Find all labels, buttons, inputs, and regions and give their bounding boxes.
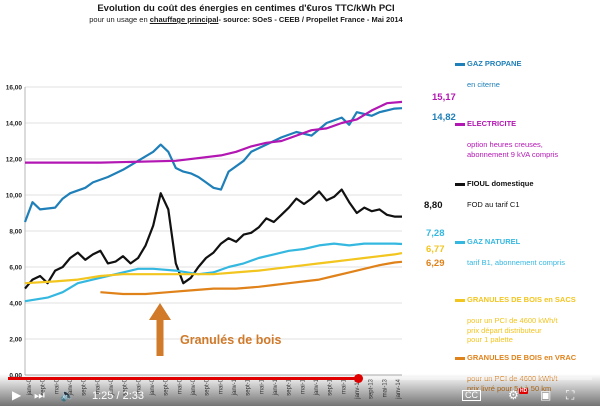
y-tick-label: 4,00 [9,301,22,308]
legend-description: pour 1 palette [467,335,513,344]
y-tick-label: 16,00 [6,85,23,92]
legend-entry: GRANULES DE BOIS en VRAC [467,353,577,362]
captions-icon[interactable]: CC [462,390,481,401]
annotation-arrow-head [149,303,171,320]
series-line-3 [24,242,403,303]
series-line-5 [100,260,403,296]
legend-swatch [455,357,465,360]
legend-entry: GRANULES DE BOIS en SACS [467,295,576,304]
fullscreen-icon[interactable]: ⛶ [566,388,575,402]
legend-description: pour un PCI de 4600 kWh/t [467,316,558,325]
legend-entry: GAZ NATUREL [467,237,521,246]
y-tick-label: 6,00 [9,265,22,272]
time-display: 1:25 / 2:33 [92,390,144,402]
end-value-label: 6,29 [426,258,445,269]
y-tick-label: 14,00 [6,121,23,128]
chart-subtitle: pour un usage en chauffage principal- so… [89,15,403,24]
legend-description: prix départ distributeur [467,325,542,335]
end-value-label: 15,17 [432,92,456,103]
progress-bar[interactable] [8,374,592,383]
y-tick-label: 12,00 [6,157,23,164]
series-line-2 [24,188,402,290]
legend-description: abonnement 9 kVA compris [467,149,559,159]
end-value-label: 7,28 [426,228,445,239]
legend-description: tarif B1, abonnement compris [467,258,565,267]
legend-swatch [455,241,465,244]
legend-entry: FIOUL domestique [467,179,534,188]
legend-swatch [455,183,465,186]
y-tick-label: 2,00 [9,337,22,344]
end-value-label: 8,80 [424,200,443,211]
next-icon[interactable]: ⏭ [34,388,45,402]
volume-icon[interactable]: 🔈 [60,388,75,402]
legend-description: option heures creuses, [467,140,543,149]
hd-badge: HD [519,388,529,394]
y-tick-label: 8,00 [9,229,22,236]
legend-description: FOD au tarif C1 [467,200,520,209]
legend-entry: GAZ PROPANE [467,59,522,68]
annotation-text: Granulés de bois [180,333,282,347]
chart-title: Evolution du coût des énergies en centim… [97,3,395,14]
miniplayer-icon[interactable]: ▣ [540,388,552,402]
legend-description: en citerne [467,80,500,89]
legend-swatch [455,299,465,302]
series-line-0 [23,107,403,223]
progress-scrubber[interactable] [354,374,364,383]
legend-swatch [455,63,465,66]
end-value-label: 14,82 [432,112,456,123]
settings-icon[interactable]: ⚙ [508,388,519,402]
y-tick-label: 10,00 [6,193,23,200]
legend-entry: ELECTRICITE [467,119,517,128]
series-line-4 [24,252,403,285]
end-value-label: 6,77 [426,244,445,255]
progress-fill [8,377,359,380]
play-icon[interactable]: ▶ [12,388,22,402]
series-line-1 [25,100,403,164]
legend-swatch [455,123,465,126]
